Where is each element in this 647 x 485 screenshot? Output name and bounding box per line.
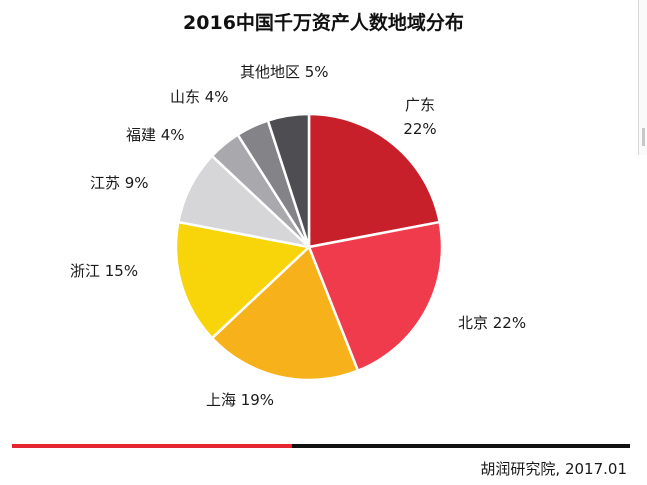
pie-slice-2 (210, 245, 360, 382)
slice-label-3: 浙江 15% (70, 262, 138, 280)
scrollbar-thumb[interactable] (642, 128, 645, 146)
pie-slices (174, 112, 444, 382)
slice-label-2: 上海 19% (206, 391, 274, 409)
pie-slice-1 (307, 220, 444, 372)
footer-rule-black (292, 444, 630, 448)
slice-label-4: 江苏 9% (90, 174, 149, 192)
pie-slice-3 (174, 220, 311, 340)
slice-label-6: 山东 4% (170, 88, 229, 106)
slice-label-1: 北京 22% (458, 314, 526, 332)
slice-label-5: 福建 4% (126, 126, 185, 144)
pie-slice-0 (307, 112, 441, 249)
source-note: 胡润研究院, 2017.01 (480, 460, 627, 478)
chart-title: 2016中国千万资产人数地域分布 (183, 12, 464, 34)
footer-rule-red (12, 444, 292, 448)
pie-labels: 广东 22% 北京 22% 上海 19% 浙江 15% 江苏 9% 福建 4% 山东 4% 其他… (70, 63, 526, 409)
slice-label-0: 广东 (405, 96, 435, 114)
slice-pct-0: 22% (403, 120, 436, 138)
slice-label-7: 其他地区 5% (240, 63, 329, 81)
scrollbar-track[interactable] (638, 0, 647, 155)
pie-slice-7 (266, 112, 311, 249)
